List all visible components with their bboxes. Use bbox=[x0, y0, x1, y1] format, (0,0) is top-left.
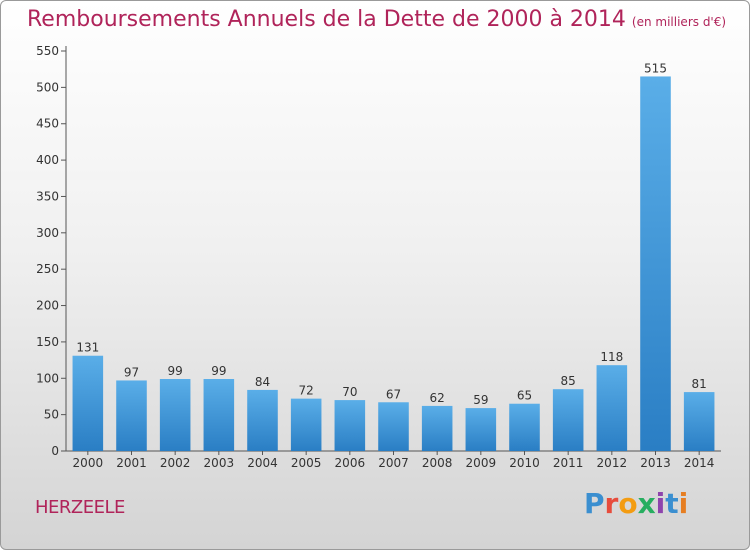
logo-letter: t bbox=[665, 487, 679, 520]
bar bbox=[72, 355, 104, 451]
bar-value-label: 62 bbox=[430, 391, 445, 405]
bar-value-label: 67 bbox=[386, 387, 401, 401]
x-tick-label: 2000 bbox=[73, 456, 104, 470]
bar-value-label: 99 bbox=[168, 364, 183, 378]
bar bbox=[334, 400, 366, 451]
y-tick-label: 150 bbox=[36, 335, 59, 349]
bar-value-label: 131 bbox=[76, 341, 99, 355]
x-tick-label: 2008 bbox=[422, 456, 453, 470]
bar-value-label: 81 bbox=[692, 377, 707, 391]
bar bbox=[683, 392, 715, 451]
chart-title-text: Remboursements Annuels de la Dette de 20… bbox=[27, 7, 626, 32]
bar-value-label: 515 bbox=[644, 61, 667, 75]
logo-letter: i bbox=[655, 487, 666, 520]
proxiti-logo: Proxiti bbox=[584, 487, 688, 520]
y-tick-label: 250 bbox=[36, 262, 59, 276]
bar-value-label: 59 bbox=[473, 393, 488, 407]
x-tick-label: 2007 bbox=[378, 456, 409, 470]
bar-value-label: 97 bbox=[124, 365, 139, 379]
chart-unit: (en milliers d'€) bbox=[631, 15, 727, 29]
y-tick-label: 50 bbox=[44, 408, 59, 422]
y-tick-label: 300 bbox=[36, 226, 59, 240]
x-tick-label: 2004 bbox=[247, 456, 278, 470]
logo-letter: o bbox=[618, 487, 638, 520]
x-tick-label: 2010 bbox=[509, 456, 540, 470]
logo-letter: P bbox=[584, 487, 605, 520]
bar bbox=[290, 398, 322, 451]
bar bbox=[552, 389, 584, 451]
bar bbox=[116, 380, 147, 451]
bar-value-label: 70 bbox=[342, 385, 357, 399]
x-tick-label: 2009 bbox=[466, 456, 497, 470]
bar-value-label: 65 bbox=[517, 389, 532, 403]
x-tick-label: 2002 bbox=[160, 456, 191, 470]
logo-letter: r bbox=[604, 487, 619, 520]
x-tick-label: 2001 bbox=[116, 456, 147, 470]
bar bbox=[596, 365, 628, 451]
bar-value-label: 72 bbox=[299, 384, 314, 398]
x-tick-label: 2012 bbox=[597, 456, 628, 470]
bar-value-label: 118 bbox=[600, 350, 623, 364]
bar bbox=[465, 408, 497, 451]
y-tick-label: 100 bbox=[36, 371, 59, 385]
y-tick-label: 500 bbox=[36, 80, 59, 94]
x-tick-label: 2011 bbox=[553, 456, 584, 470]
y-tick-label: 350 bbox=[36, 189, 59, 203]
bar bbox=[421, 405, 453, 451]
commune-name: HERZEELE bbox=[35, 497, 125, 518]
x-tick-label: 2006 bbox=[335, 456, 366, 470]
bar bbox=[247, 389, 278, 451]
x-tick-label: 2003 bbox=[204, 456, 235, 470]
y-tick-label: 0 bbox=[51, 444, 59, 458]
chart-title: Remboursements Annuels de la Dette de 20… bbox=[27, 7, 726, 32]
x-tick-label: 2014 bbox=[684, 456, 715, 470]
y-tick-label: 200 bbox=[36, 299, 59, 313]
bar-value-label: 99 bbox=[211, 364, 226, 378]
x-tick-label: 2005 bbox=[291, 456, 322, 470]
y-tick-label: 450 bbox=[36, 117, 59, 131]
y-tick-label: 550 bbox=[36, 44, 59, 58]
logo-letter: i bbox=[678, 487, 689, 520]
y-tick-label: 400 bbox=[36, 153, 59, 167]
bar bbox=[203, 379, 235, 451]
bar bbox=[159, 379, 191, 451]
bar bbox=[640, 76, 671, 452]
bar bbox=[509, 403, 540, 451]
x-tick-label: 2013 bbox=[640, 456, 671, 470]
bar-value-label: 85 bbox=[561, 374, 576, 388]
bar bbox=[378, 402, 409, 451]
logo-letter: x bbox=[637, 487, 656, 520]
bar-value-label: 84 bbox=[255, 375, 270, 389]
